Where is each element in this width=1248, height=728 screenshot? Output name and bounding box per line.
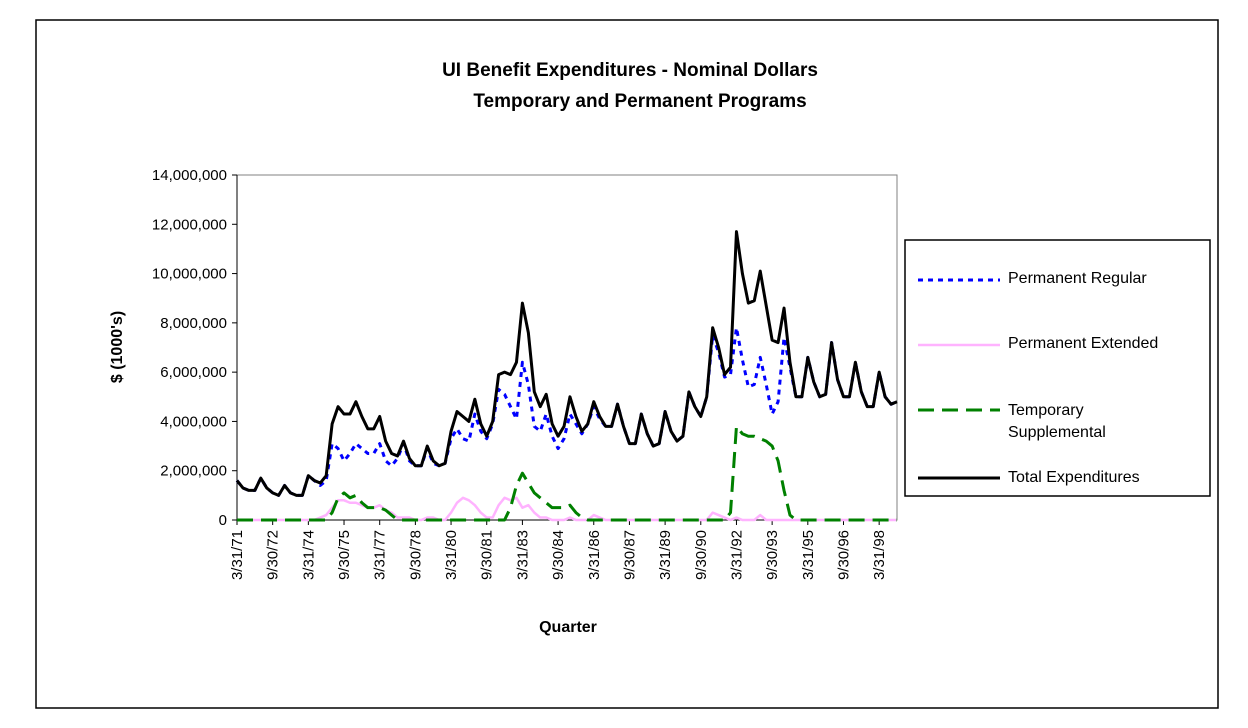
x-tick-label: 9/30/81 [479,530,496,580]
x-tick-label: 3/31/71 [229,530,246,580]
x-tick-label: 3/31/83 [514,530,531,580]
series-line [235,230,898,497]
x-tick-label: 3/31/95 [800,530,817,580]
y-tick-label: 6,000,000 [160,364,227,381]
x-tick-label: 9/30/93 [764,530,781,580]
chart-border [35,19,1219,709]
x-tick-label: 3/31/77 [372,530,389,580]
y-tick-label: 14,000,000 [152,167,227,184]
x-tick-label: 3/31/80 [443,530,460,580]
legend-box [904,239,1211,497]
legend-label: Total Expenditures [1008,469,1140,486]
legend-label: Permanent Regular [1008,270,1147,287]
series-line [235,326,898,497]
x-axis-title: Quarter [539,619,597,636]
x-tick-label: 3/31/92 [728,530,745,580]
series-line [237,424,897,522]
x-tick-label: 9/30/75 [336,530,353,580]
y-tick-label: 12,000,000 [152,216,227,233]
series-line [237,496,897,522]
legend-label: Permanent Extended [1008,335,1159,352]
x-tick-label: 9/30/78 [407,530,424,580]
x-tick-label: 3/31/74 [300,530,317,580]
y-tick-label: 2,000,000 [160,463,227,480]
x-tick-label: 9/30/96 [835,530,852,580]
chart-subtitle: Temporary and Permanent Programs [473,91,806,112]
x-tick-label: 9/30/72 [265,530,282,580]
chart-title: UI Benefit Expenditures - Nominal Dollar… [442,60,818,81]
x-tick-label: 9/30/84 [550,530,567,580]
y-tick-label: 4,000,000 [160,413,227,430]
y-tick-label: 0 [219,512,227,529]
legend-label: Temporary Supplemental [1008,402,1106,441]
x-tick-label: 3/31/86 [586,530,603,580]
y-tick-label: 8,000,000 [160,315,227,332]
plot-area [236,174,898,521]
y-axis-title: $ (1000's) [109,311,126,383]
x-tick-label: 3/31/89 [657,530,674,580]
x-tick-label: 9/30/87 [621,530,638,580]
x-tick-label: 3/31/98 [871,530,888,580]
x-tick-label: 9/30/90 [693,530,710,580]
y-tick-label: 10,000,000 [152,266,227,283]
